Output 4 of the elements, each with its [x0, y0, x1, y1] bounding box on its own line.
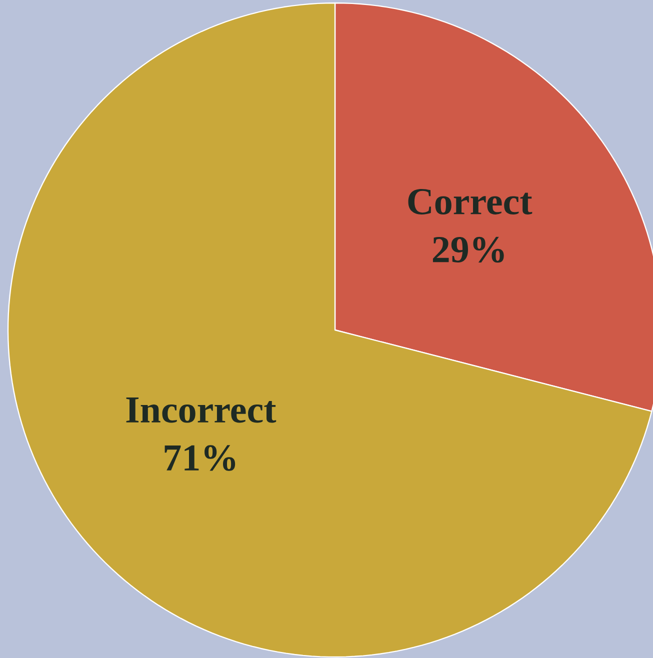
data-label: 29% [432, 236, 504, 263]
data-label: 71% [164, 445, 236, 471]
slice-label: Correct [408, 188, 532, 214]
slice-label: Incorrect [126, 398, 276, 423]
